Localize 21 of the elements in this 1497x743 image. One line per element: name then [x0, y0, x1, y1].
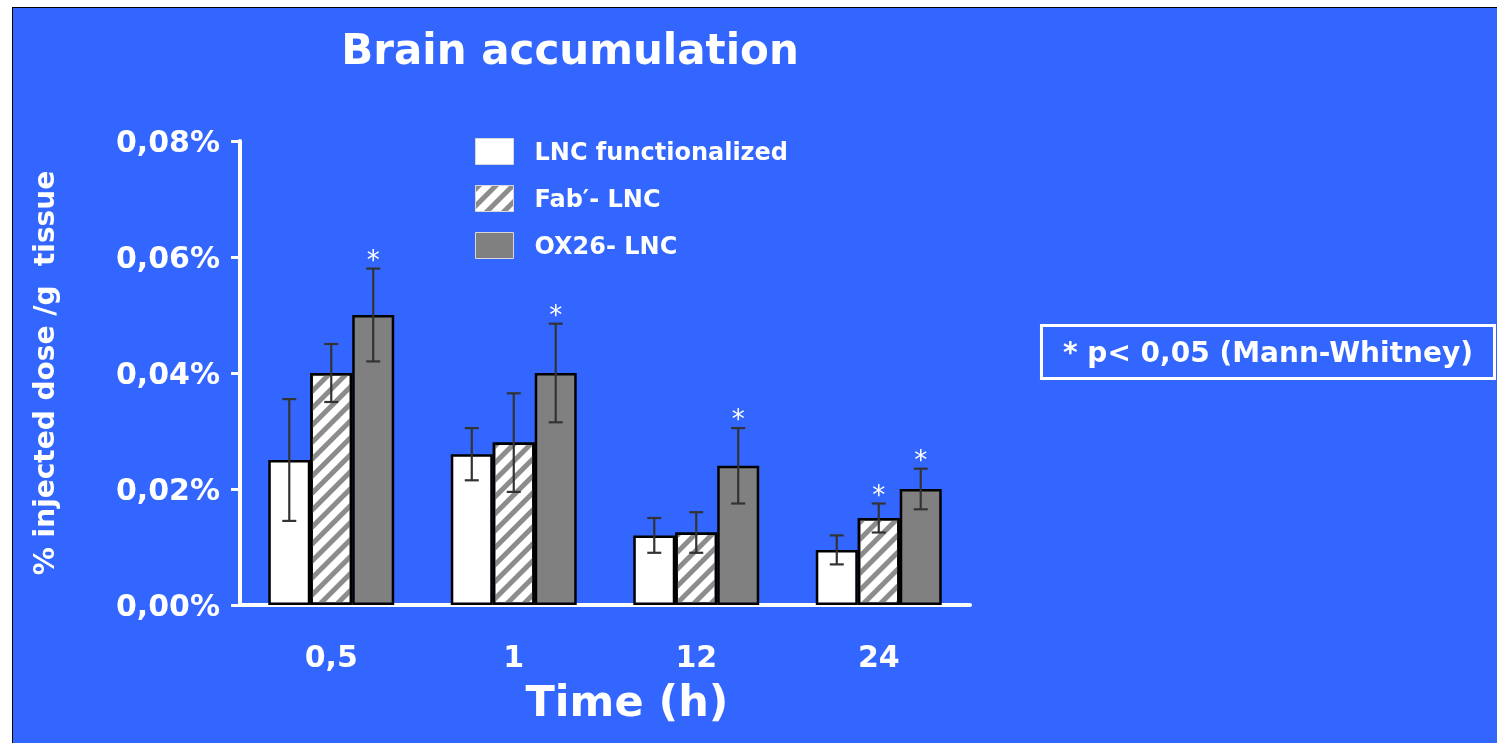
- data-label: *: [731, 404, 745, 435]
- y-tick-label: 0,06%: [115, 239, 220, 275]
- y-tick-label: 0,00%: [115, 587, 220, 623]
- data-label: *: [366, 244, 380, 275]
- y-tick-label: 0,08%: [115, 123, 220, 159]
- data-label: *: [549, 299, 563, 330]
- data-label: *: [872, 479, 886, 510]
- x-tick-label: 24: [857, 638, 900, 674]
- data-label: *: [914, 444, 928, 475]
- y-axis-title: % injected dose /g tissue: [27, 170, 61, 576]
- y-tick-label: 0,02%: [115, 471, 220, 507]
- x-axis-title: Time (h): [525, 675, 729, 726]
- chart-title: Brain accumulation: [341, 24, 799, 74]
- x-tick-label: 1: [503, 638, 525, 674]
- x-tick-label: 12: [675, 638, 718, 674]
- x-tick-label: 0,5: [304, 638, 358, 674]
- legend-label: Fab′- LNC: [534, 184, 661, 213]
- text: * p< 0,05 (Mann-Whitney): [1062, 335, 1474, 369]
- legend-label: OX26- LNC: [534, 231, 678, 260]
- legend-label: LNC functionalized: [534, 137, 789, 166]
- y-tick-label: 0,04%: [115, 355, 220, 391]
